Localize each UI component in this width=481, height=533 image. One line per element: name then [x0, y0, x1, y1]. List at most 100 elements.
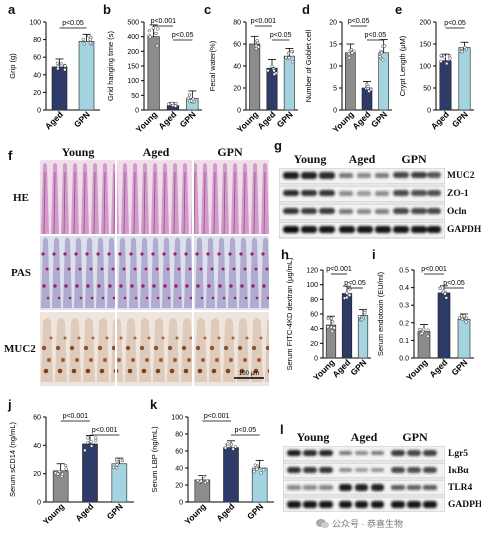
band [427, 226, 441, 233]
bar-aged [82, 443, 98, 503]
histo-pas-gpn [194, 236, 269, 310]
bar-gpn [458, 47, 471, 111]
data-point [147, 28, 151, 33]
data-point [445, 61, 449, 66]
data-point [332, 326, 336, 330]
data-point [252, 470, 256, 474]
data-point [426, 328, 430, 332]
data-point [89, 444, 94, 448]
wechat-icon [316, 519, 329, 529]
scale-bar-label: 100 μm [239, 371, 259, 377]
band [355, 451, 368, 455]
band [319, 226, 335, 233]
p-value-label: p<0.001 [421, 266, 447, 273]
y-tick-label: 20 [310, 341, 318, 348]
y-tick-label: 80 [310, 297, 318, 304]
histo-pas-aged [117, 236, 192, 310]
data-point [418, 327, 422, 332]
y-tick-label: 200 [127, 49, 139, 56]
band [283, 226, 299, 233]
data-point [329, 316, 334, 321]
band [407, 450, 421, 456]
wb-g-group-aged: Aged [348, 152, 376, 166]
p-value-label: p<0.05 [444, 20, 466, 27]
band [391, 485, 405, 490]
y-tick-label: 0 [314, 356, 318, 363]
band [301, 208, 317, 214]
y-tick-label: 60 [175, 449, 183, 456]
y-tick-label: 40 [233, 64, 241, 71]
data-point [459, 46, 464, 51]
data-point [111, 465, 116, 469]
y-axis-label: Serum endotoxin (EU/ml) [376, 271, 385, 356]
panel-label-c: c [204, 2, 212, 17]
chart-c: Fecal water(%)020406080YoungAgedGPNp<0.0… [208, 18, 298, 135]
y-tick-label: 0.0 [399, 356, 409, 363]
y-tick-label: 0.4 [399, 285, 409, 292]
y-tick-label: 40 [310, 326, 318, 333]
y-tick-label: 40 [33, 72, 41, 79]
data-point [115, 457, 119, 462]
band [391, 501, 405, 508]
histo-row-muc2: MUC2 [4, 343, 36, 355]
wb-l-blot [283, 446, 445, 512]
data-point [81, 37, 85, 41]
y-axis-label: Serum LBP (ng/mL) [150, 426, 159, 493]
category-label: Young [182, 501, 207, 526]
y-axis-label: Grip (g) [8, 53, 17, 79]
band [375, 191, 389, 196]
data-point [382, 44, 387, 48]
data-point [331, 320, 335, 324]
band [411, 208, 427, 214]
band [287, 485, 301, 490]
y-axis-label: Serum FITC-4KD dextran (μg/mL) [285, 258, 294, 371]
band [339, 209, 353, 214]
panel-label-k: k [150, 397, 158, 412]
band [355, 484, 368, 491]
band [319, 190, 335, 196]
y-tick-label: 15 [329, 42, 337, 49]
band [357, 173, 371, 178]
band [393, 190, 409, 196]
y-tick-label: 200 [419, 20, 431, 27]
band [319, 172, 335, 179]
y-tick-label: 400 [127, 34, 139, 41]
histo-pas-young [40, 236, 115, 310]
data-point [460, 50, 464, 54]
chart-k: Serum LBP (ng/mL) 0 20 40 60 80 100 Young Aged GP… [150, 413, 274, 527]
bar-young [194, 479, 211, 503]
p-value-label: p<0.001 [92, 427, 118, 434]
category-label: GPN [449, 357, 469, 377]
data-point [155, 44, 159, 48]
band [339, 226, 355, 233]
data-point [59, 62, 64, 66]
band [355, 501, 368, 508]
data-point [256, 45, 261, 49]
data-point [64, 463, 68, 468]
category-label: GPN [72, 109, 92, 129]
data-point [457, 316, 462, 320]
data-point [345, 291, 349, 295]
band [339, 173, 353, 178]
category-label: Aged [427, 357, 449, 379]
data-point [88, 41, 93, 45]
category-label: Aged [214, 501, 236, 523]
data-point [350, 51, 354, 55]
bar-young [325, 324, 337, 359]
data-point [349, 47, 353, 52]
wb-g-label-gapdh: GAPDH [447, 225, 481, 235]
category-label: Aged [43, 109, 65, 131]
data-point [287, 56, 291, 60]
chart-b: Grid hanging time (s)050100150200400500Y… [106, 18, 202, 135]
category-label: GPN [369, 109, 389, 129]
y-tick-label: 100 [171, 415, 183, 422]
wb-l-label-tlr4: TLR4 [448, 483, 473, 493]
p-value-label: p<0.05 [270, 32, 292, 39]
bar-gpn [378, 52, 389, 111]
data-point [63, 68, 67, 72]
band [287, 501, 301, 508]
wb-l-label-ikba: IκBα [448, 466, 469, 476]
wb-l-group-young: Young [296, 430, 330, 444]
data-point [422, 327, 426, 331]
histo-he-gpn [194, 160, 269, 234]
